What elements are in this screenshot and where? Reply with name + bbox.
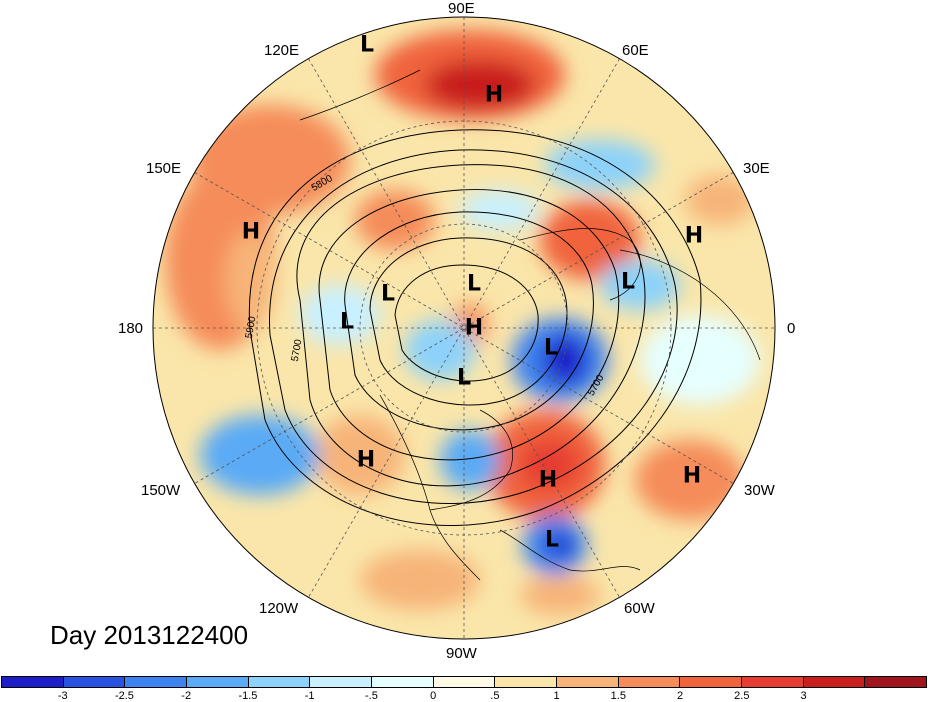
graticule bbox=[153, 17, 775, 639]
colorbar-tick-label: 2 bbox=[677, 690, 684, 702]
colorbar-segment bbox=[2, 677, 64, 687]
lon-label-120e: 120E bbox=[264, 42, 300, 59]
height-contours bbox=[248, 129, 702, 527]
colorbar-tick-label: 1 bbox=[553, 690, 560, 702]
pressure-center-low-bering: L bbox=[339, 309, 355, 335]
pressure-center-low-scandinavia: L bbox=[620, 269, 636, 295]
pressure-center-high-atlantic-east: H bbox=[682, 463, 702, 489]
lon-label-180: 180 bbox=[118, 320, 144, 337]
lon-label-150w: 150W bbox=[141, 482, 181, 499]
colorbar-segment bbox=[865, 677, 927, 687]
pressure-center-low-arctic: L bbox=[466, 271, 482, 297]
lon-label-30w: 30W bbox=[744, 482, 775, 499]
colorbar-tick-label: -2 bbox=[181, 690, 192, 702]
colorbar-tick-label: .5 bbox=[490, 690, 500, 702]
lon-label-0: 0 bbox=[787, 320, 796, 337]
colorbar-tick-label: -.5 bbox=[364, 690, 378, 702]
lon-label-120w: 120W bbox=[259, 600, 299, 617]
pressure-center-low-arctic-pacific: L bbox=[380, 281, 396, 307]
pressure-center-high-west-na: H bbox=[356, 447, 376, 473]
pressure-center-low-caribbean: L bbox=[544, 527, 560, 553]
colorbar-segment bbox=[803, 677, 866, 687]
date-label: Day 2013122400 bbox=[50, 620, 249, 650]
colorbar-segment bbox=[433, 677, 496, 687]
colorbar-segment bbox=[742, 677, 804, 687]
lon-label-30e: 30E bbox=[743, 160, 770, 177]
colorbar-segment bbox=[680, 677, 743, 687]
colorbar-segment bbox=[187, 677, 249, 687]
pressure-center-high-atlantic-west: H bbox=[538, 467, 558, 493]
lon-label-90w: 90W bbox=[446, 645, 477, 662]
colorbar-tick-label: -3 bbox=[57, 690, 68, 702]
anomaly-field bbox=[153, 17, 775, 639]
pressure-center-high-pacific-west: H bbox=[241, 219, 261, 245]
pressure-center-high-greenland: H bbox=[464, 315, 484, 341]
lon-label-150e: 150E bbox=[146, 160, 182, 177]
lon-label-60e: 60E bbox=[622, 42, 649, 59]
colorbar-segment bbox=[125, 677, 188, 687]
colorbar-segment bbox=[63, 677, 126, 687]
pressure-center-high-europe: H bbox=[684, 223, 704, 249]
colorbar-tick-label: 0 bbox=[430, 690, 437, 702]
colorbar-tick-label: 3 bbox=[800, 690, 807, 702]
pressure-center-high-urals: H bbox=[484, 82, 504, 108]
pressure-center-low-hudson: L bbox=[456, 365, 472, 391]
colorbar-segment bbox=[557, 677, 619, 687]
colorbar-segment bbox=[372, 677, 434, 687]
colorbar bbox=[1, 676, 927, 688]
colorbar-tick-label: -1.5 bbox=[238, 690, 258, 702]
lon-label-60w: 60W bbox=[624, 600, 655, 617]
colorbar-tick-label: -1 bbox=[304, 690, 315, 702]
colorbar-segment bbox=[248, 677, 311, 687]
colorbar-tick-label: 2.5 bbox=[734, 690, 750, 702]
coastlines bbox=[299, 69, 761, 581]
colorbar-segment bbox=[495, 677, 558, 687]
lon-label-90e: 90E bbox=[448, 0, 475, 17]
colorbar-tick-label: -2.5 bbox=[114, 690, 134, 702]
colorbar-segment bbox=[310, 677, 373, 687]
map-boundary bbox=[152, 16, 776, 640]
colorbar-tick-label: 1.5 bbox=[610, 690, 626, 702]
colorbar-segment bbox=[618, 677, 681, 687]
pressure-center-low-iceland: L bbox=[543, 335, 559, 361]
pressure-center-low-siberia-north: L bbox=[359, 32, 375, 58]
